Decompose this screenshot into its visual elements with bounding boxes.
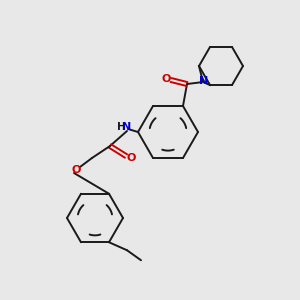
Text: N: N: [200, 76, 208, 86]
Text: O: O: [161, 74, 171, 84]
Text: O: O: [71, 165, 81, 175]
Text: O: O: [126, 153, 136, 163]
Text: N: N: [122, 122, 132, 132]
Text: H: H: [117, 122, 125, 132]
